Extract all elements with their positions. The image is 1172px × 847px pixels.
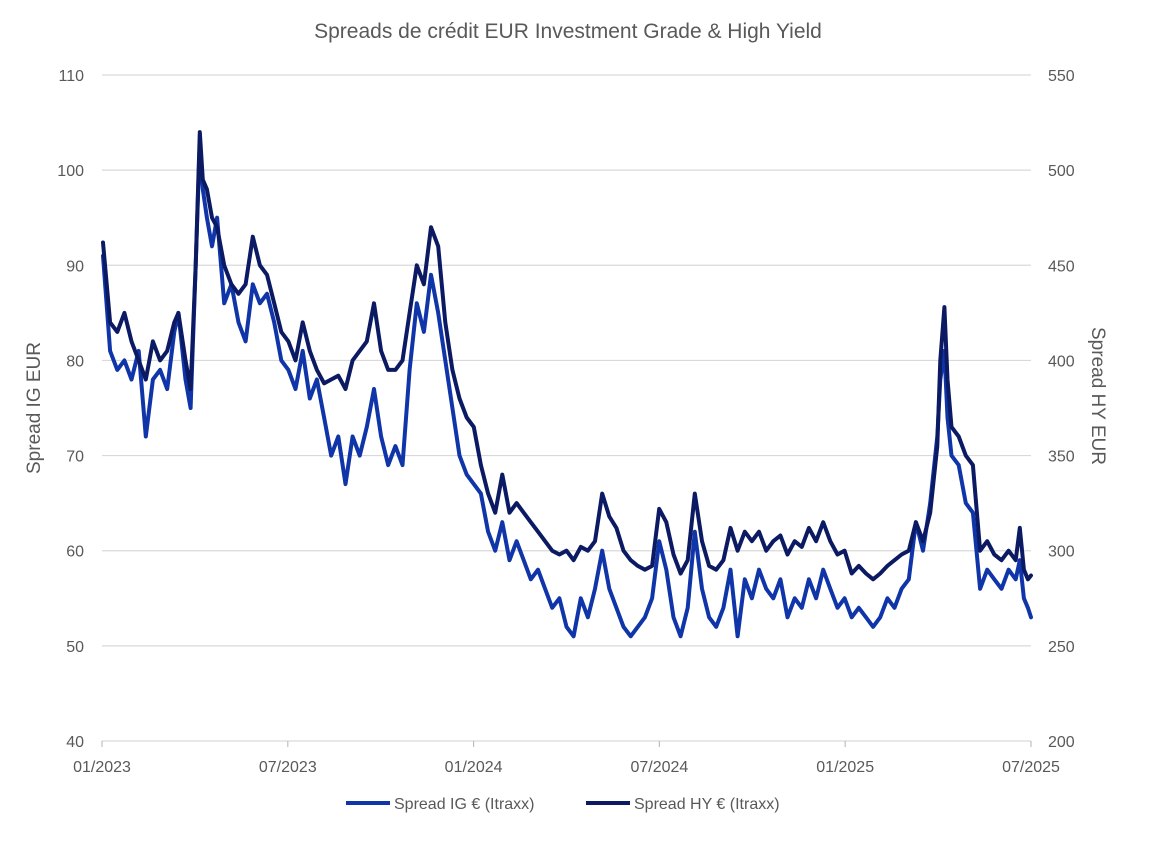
left-axis-ticks: 40 50 60 70 80 90 100 110 — [57, 68, 84, 751]
legend-label-ig: Spread IG € (Itraxx) — [394, 796, 535, 813]
right-tick-label: 400 — [1048, 353, 1075, 370]
left-tick-label: 80 — [66, 353, 84, 370]
right-tick-label: 350 — [1048, 449, 1075, 466]
left-tick-label: 50 — [66, 639, 84, 656]
right-tick-label: 500 — [1048, 163, 1075, 180]
x-tick-label: 01/2025 — [816, 759, 874, 776]
x-tick-label: 01/2024 — [445, 759, 503, 776]
x-tick-label: 07/2025 — [1002, 759, 1060, 776]
right-tick-label: 250 — [1048, 639, 1075, 656]
x-tick-label: 01/2023 — [73, 759, 131, 776]
right-tick-label: 450 — [1048, 258, 1075, 275]
left-tick-label: 90 — [66, 258, 84, 275]
left-tick-label: 110 — [58, 68, 84, 85]
series-line-hy — [101, 130, 1033, 582]
x-tick-label: 07/2024 — [630, 759, 688, 776]
x-tick-label: 07/2023 — [259, 759, 317, 776]
series-lines — [101, 130, 1033, 639]
left-tick-label: 100 — [57, 163, 84, 180]
series-line-ig — [101, 139, 1033, 639]
legend-label-hy: Spread HY € (Itraxx) — [634, 796, 780, 813]
right-axis-title: Spread HY EUR — [1087, 327, 1108, 465]
left-tick-label: 70 — [66, 449, 84, 466]
left-tick-label: 60 — [66, 544, 84, 561]
legend-item-ig: Spread IG € (Itraxx) — [346, 796, 535, 813]
x-axis-ticks: 01/2023 07/2023 01/2024 07/2024 01/2025 07/20… — [73, 741, 1060, 776]
chart-title: Spreads de crédit EUR Investment Grade &… — [314, 20, 822, 43]
right-axis-ticks: 200 250 300 350 400 450 500 550 — [1048, 68, 1075, 751]
right-tick-label: 300 — [1048, 544, 1075, 561]
legend: Spread IG € (Itraxx) Spread HY € (Itraxx… — [346, 796, 780, 813]
left-axis-title: Spread IG EUR — [24, 342, 45, 474]
gridlines — [102, 74, 1031, 742]
left-tick-label: 40 — [66, 734, 84, 751]
right-tick-label: 200 — [1048, 734, 1075, 751]
legend-item-hy: Spread HY € (Itraxx) — [586, 796, 780, 813]
right-tick-label: 550 — [1048, 68, 1075, 85]
